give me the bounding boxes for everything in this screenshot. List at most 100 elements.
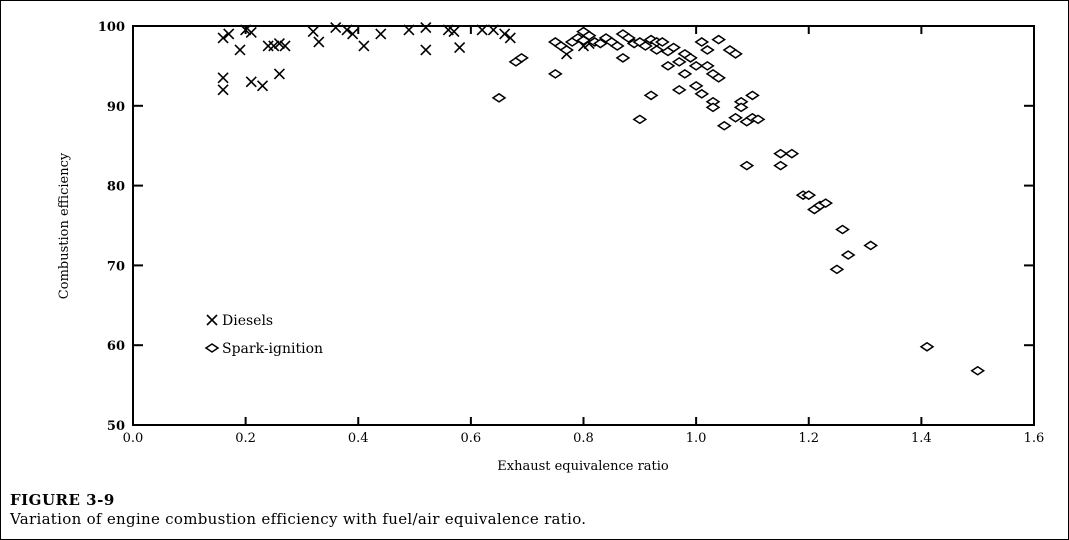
y-tick-label: 70 [107, 259, 125, 274]
x-tick-label: 1.6 [1024, 431, 1045, 446]
x-tick-label: 0.2 [235, 431, 256, 446]
diesel-point [279, 40, 291, 52]
spark-ignition-point [660, 60, 676, 71]
spark-ignition-point [739, 160, 755, 171]
diesel-point [217, 72, 229, 84]
spark-ignition-point [666, 42, 681, 53]
spark-ignition-point [728, 112, 743, 123]
legend-item-spark-ignition: Spark-ignition [204, 341, 323, 357]
spark-ignition-point [700, 45, 715, 55]
diesel-point [240, 24, 252, 36]
spark-ignition-point [609, 41, 625, 51]
spark-ignition-point [705, 102, 721, 113]
spark-ignition-point [716, 120, 732, 131]
spark-ignition-point [863, 240, 879, 251]
spark-ignition-point [615, 53, 631, 63]
y-tick-label: 60 [107, 339, 125, 354]
spark-ignition-point [688, 80, 704, 91]
diesel-point [245, 76, 257, 88]
spark-ignition-point [801, 190, 817, 201]
spark-ignition-point [581, 30, 597, 41]
diesel-point [268, 40, 280, 52]
spark-ignition-point [694, 88, 710, 99]
y-tick-label: 80 [107, 180, 125, 195]
diesel-point [262, 40, 274, 52]
spark-ignition-point [547, 68, 563, 79]
spark-ignition-point [835, 224, 850, 235]
diesel-point [223, 28, 235, 40]
spark-ignition-point [745, 90, 760, 101]
spark-ignition-point [632, 114, 648, 125]
spark-ignition-point [694, 37, 710, 47]
y-tick-label: 100 [98, 20, 125, 35]
diesel-point [420, 22, 432, 34]
figure-caption: Variation of engine combustion efficienc… [10, 510, 587, 528]
plot-area-border [132, 25, 1035, 426]
x-tick-label: 1.0 [686, 431, 707, 446]
diesel-point [420, 44, 432, 56]
figure-label: FIGURE 3-9 [10, 491, 115, 509]
x-tick-label: 0.4 [348, 431, 369, 446]
diesel-point [273, 68, 285, 80]
spark-ignition-point [671, 84, 687, 95]
x-tick-label: 1.4 [911, 431, 932, 446]
spark-ignition-point [514, 53, 529, 63]
spark-ignition-point [677, 68, 693, 79]
spark-ignition-point [818, 198, 833, 209]
diesel-point [256, 80, 269, 92]
diesel-point [313, 36, 325, 48]
diesel-point [476, 24, 488, 36]
x-tick-label: 1.2 [798, 431, 819, 446]
diesel-point [454, 41, 466, 54]
spark-ignition-point [593, 38, 608, 49]
spark-ignition-point [621, 33, 636, 43]
spark-ignition-point [683, 53, 698, 63]
legend-label-diesels: Diesels [222, 313, 273, 329]
x-tick-label: 0.6 [461, 431, 482, 446]
y-axis-label: Combustion efficiency [57, 152, 72, 299]
diesel-point [487, 24, 499, 36]
spark-ignition-point [559, 45, 574, 55]
spark-ignition-point [711, 72, 727, 83]
diesel-point [217, 32, 229, 44]
diesel-point [358, 40, 370, 52]
spark-ignition-point [649, 45, 665, 55]
spark-ignition-point [638, 41, 653, 51]
legend-x-marker-icon [206, 314, 218, 326]
spark-ignition-point [728, 49, 743, 59]
legend-x-glyph [206, 314, 218, 326]
spark-ignition-point [773, 160, 788, 171]
legend-diamond-glyph [204, 343, 220, 353]
spark-ignition-point [700, 60, 715, 71]
spark-ignition-point [970, 365, 986, 376]
spark-ignition-point [643, 90, 659, 101]
spark-ignition-point [733, 102, 749, 113]
x-axis: 0.0 0.2 0.4 0.6 0.8 1.0 1.2 1.4 1.6 [123, 26, 1045, 446]
spark-ignition-point [671, 57, 687, 67]
diesel-point [347, 28, 359, 40]
diesel-point [403, 24, 415, 36]
spark-ignition-point [654, 37, 670, 47]
legend-item-diesels: Diesels [206, 313, 273, 329]
spark-ignition-point [750, 114, 766, 125]
legend: Diesels Spark-ignition [204, 313, 323, 357]
diesel-point [245, 26, 257, 38]
y-tick-label: 90 [107, 100, 125, 115]
legend-label-spark-ignition: Spark-ignition [222, 341, 323, 357]
x-tick-label: 0.0 [123, 431, 144, 446]
spark-ignition-point [711, 34, 727, 45]
diesel-point [217, 84, 229, 96]
diesel-point [499, 28, 511, 40]
diesel-point [448, 26, 460, 38]
x-tick-label: 0.8 [573, 431, 594, 446]
diesel-point [504, 32, 516, 44]
spark-ignition-point [829, 264, 845, 275]
diesel-point [234, 44, 246, 56]
diesel-point [307, 26, 319, 38]
spark-ignition-point [840, 250, 856, 260]
spark-ignition-point [491, 92, 507, 103]
spark-ignition-point [919, 341, 935, 352]
diesel-point [273, 37, 285, 50]
